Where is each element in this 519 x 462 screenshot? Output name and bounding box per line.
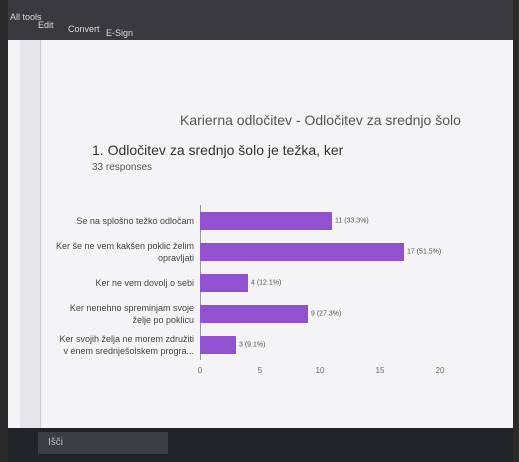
category-label: Ker še ne vem kakšen poklic želim opravl…: [54, 240, 194, 264]
value-label: 4 (12.1%): [251, 279, 281, 286]
x-tick-label: 15: [376, 366, 385, 375]
bar: [200, 243, 404, 261]
menu-item[interactable]: All tools: [10, 12, 42, 22]
bar: [200, 305, 308, 323]
value-label: 17 (51.5%): [407, 248, 441, 255]
x-tick-label: 20: [436, 366, 445, 375]
menu-item[interactable]: E-Sign: [106, 28, 133, 38]
chart-title: Karierna odločitev - Odločitev za srednj…: [180, 112, 461, 128]
value-label: 9 (27.3%): [311, 310, 341, 317]
menu-item[interactable]: Edit: [38, 20, 54, 30]
bar: [200, 274, 248, 292]
menu-bar: [8, 0, 513, 40]
question: 1. Odločitev za srednjo šolo je težka, k…: [92, 142, 343, 158]
x-tick-label: 10: [316, 366, 325, 375]
category-label: Ker svojih želja ne morem združiti v ene…: [54, 333, 194, 357]
category-label: Ker nenehno spreminjam svoje želje po po…: [54, 302, 194, 326]
subtitle: 33 responses: [92, 162, 152, 173]
x-tick-label: 0: [198, 366, 202, 375]
category-label: Ker ne vem dovolj o sebi: [54, 277, 194, 289]
bar: [200, 212, 332, 230]
menu-item[interactable]: Convert: [68, 24, 100, 34]
category-label: Se na splošno težko odločam: [54, 215, 194, 227]
value-label: 11 (33.3%): [335, 217, 369, 224]
screenshot: All tools Edit Convert E-Sign Išči Karie…: [0, 0, 519, 462]
search-box[interactable]: Išči: [38, 432, 168, 454]
value-label: 3 (9.1%): [239, 341, 265, 348]
tool-sidebar: [20, 40, 41, 430]
x-tick-label: 5: [258, 366, 262, 375]
bar: [200, 336, 236, 354]
